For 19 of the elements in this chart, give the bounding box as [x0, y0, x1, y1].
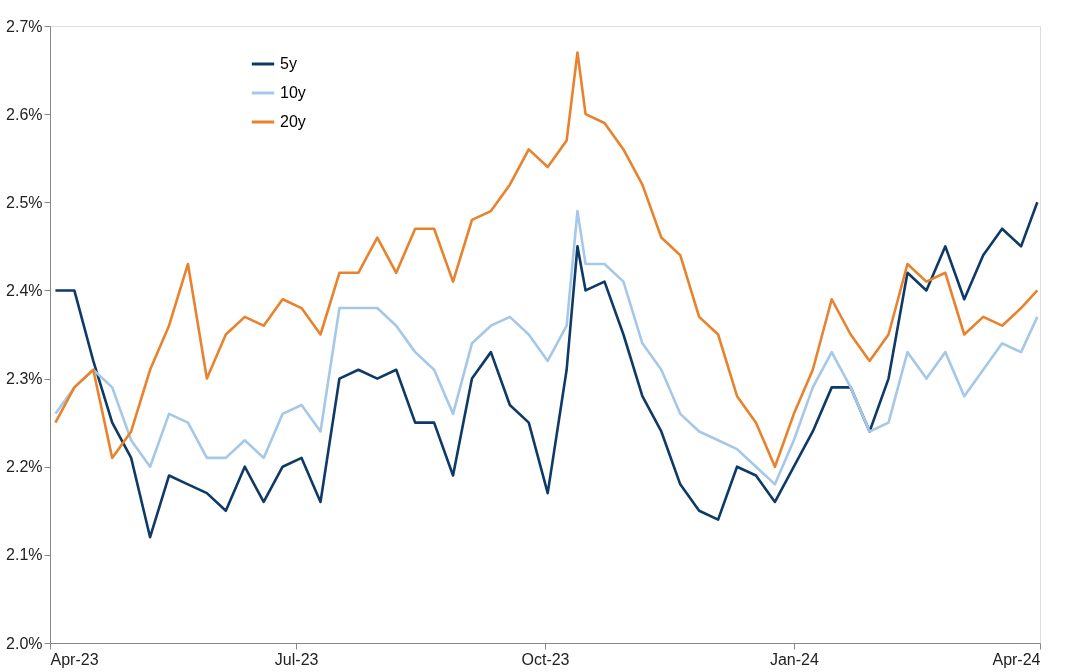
x-tick-label: Apr-23: [50, 650, 99, 668]
x-tick-label: Jul-23: [274, 650, 319, 668]
y-tick-label: 2.6%: [6, 105, 43, 123]
y-tick-label: 2.2%: [6, 458, 43, 476]
line-series: [54, 200, 1039, 539]
line-series: [54, 209, 1039, 486]
legend-label: 5y: [280, 55, 297, 72]
y-tick-label: 2.1%: [6, 546, 43, 564]
x-tick-label: Oct-23: [521, 650, 570, 668]
legend-label: 20y: [280, 113, 306, 130]
line-series: [54, 51, 1039, 469]
x-tick-label: Jan-24: [769, 650, 819, 668]
x-tick-label: Apr-24: [992, 650, 1041, 668]
y-tick-label: 2.4%: [6, 281, 43, 299]
y-tick-label: 2.0%: [6, 634, 43, 652]
legend-label: 10y: [280, 84, 306, 101]
y-tick-label: 2.3%: [6, 370, 43, 388]
y-tick-label: 2.5%: [6, 193, 43, 211]
y-tick-label: 2.7%: [6, 17, 43, 35]
